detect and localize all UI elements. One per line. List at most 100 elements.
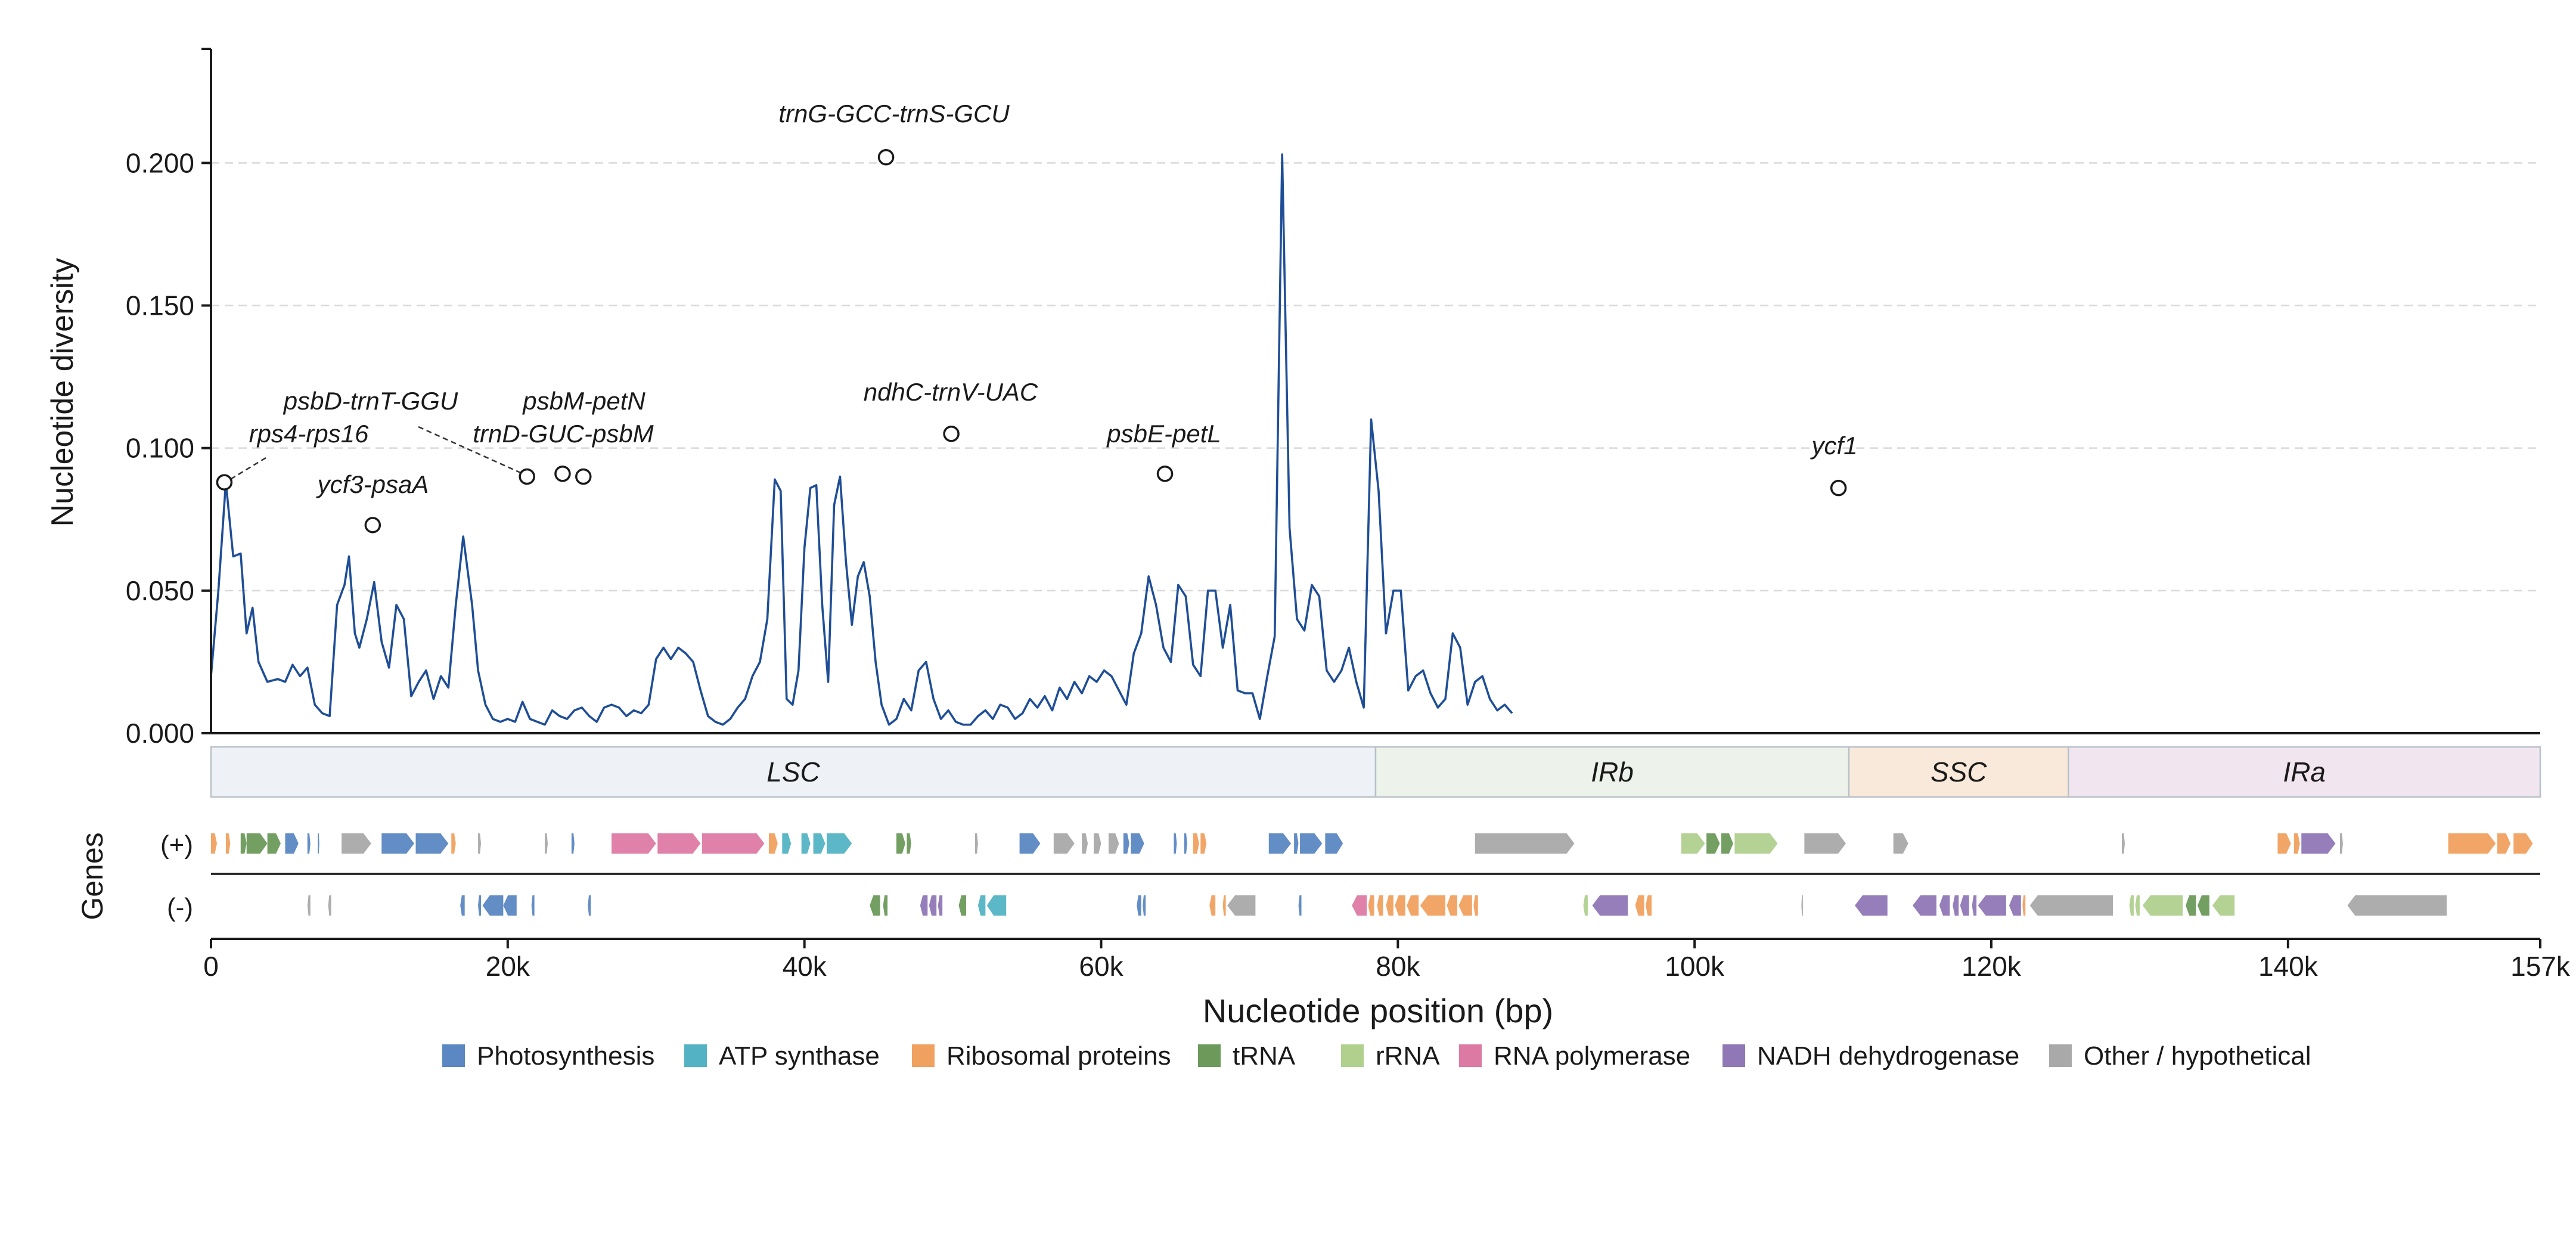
gene-block [1019,833,1041,854]
peak-marker [575,468,592,485]
gene-block [267,833,281,854]
gene-block [1352,895,1367,916]
gene-block [977,895,986,916]
gene-block [907,833,911,854]
diversity-line [210,153,1513,726]
gene-block [1978,895,2006,916]
gene-block [2022,895,2026,916]
gene-block [1972,895,1977,916]
gene-block [1082,833,1088,854]
gene-block [1325,833,1343,854]
legend-swatch [1722,1044,1745,1067]
annotation-label: ndhC-trnV-UAC [864,378,1038,406]
legend-label: Ribosomal proteins [946,1041,1171,1071]
legend-item: Ribosomal proteins [912,1041,1171,1071]
region-box [210,746,1377,798]
gene-block [225,833,231,854]
annotation-label: ycf1 [1810,432,1857,460]
legend-item: rRNA [1341,1041,1440,1071]
gene-block [1123,833,1129,854]
legend: Photosynthesis ATP synthase Ribosomal prot… [442,1041,2311,1071]
gene-block [612,833,656,854]
legend-item: ATP synthase [684,1041,880,1071]
gene-block [1953,895,1959,916]
gene-block [2029,895,2113,916]
gene-block [2009,895,2021,916]
gene-block [2347,895,2447,916]
gene-block [1200,833,1207,854]
legend-swatch [1198,1044,1221,1067]
gene-block [1801,895,1803,916]
gene-block [307,833,311,854]
gene-block [958,895,966,916]
gene-block [478,833,482,854]
legend-label: Other / hypothetical [2084,1041,2311,1071]
x-tick-label: 0 [203,951,219,982]
gene-block [307,895,311,916]
gene-block [986,895,1007,916]
region-label: IRa [2283,756,2326,787]
gene-block [1635,895,1644,916]
gene-block [1298,895,1302,916]
gene-block [482,895,504,916]
legend-label: Photosynthesis [477,1041,654,1071]
gene-block [938,895,943,916]
gene-block [1053,833,1075,854]
annotation-label: psbD-trnT-GGU [283,387,458,415]
region-box [2068,746,2541,798]
peak-marker [1830,479,1847,497]
gene-block [246,833,268,854]
gene-block [2277,833,2291,854]
annotation-label: rps4-rps16 [249,420,369,448]
region-box [1374,746,1850,798]
gene-block [1804,833,1846,854]
gene-block [1193,833,1199,854]
gene-block [801,833,811,854]
gene-block [1268,833,1292,854]
gene-block [1131,833,1144,854]
gene-block [1939,895,1950,916]
peak-marker [216,474,233,491]
gene-block [1294,833,1299,854]
gene-block [1447,895,1457,916]
y-axis-label: Nucleotide diversity [45,258,80,527]
legend-item: NADH dehydrogenase [1722,1041,2019,1071]
gene-block [2135,895,2140,916]
legend-item: Photosynthesis [442,1041,654,1071]
legend-label: NADH dehydrogenase [1757,1041,2019,1071]
gene-block [1137,895,1141,916]
gene-block [1227,895,1256,916]
legend-swatch [1341,1044,1364,1067]
gene-block [1420,895,1445,916]
peak-marker [1156,465,1174,482]
legend-label: RNA polymerase [1494,1041,1690,1071]
peak-marker [554,465,571,482]
gene-block [768,833,778,854]
annotation-label: psbM-petN [522,387,645,415]
gene-block [1734,833,1778,854]
gene-block [1706,833,1720,854]
gene-block [782,833,792,854]
annotation-leader [418,426,525,476]
gene-block [2301,833,2336,854]
legend-swatch [684,1044,707,1067]
gene-block [545,833,548,854]
annotation-label: psbE-petL [1106,420,1221,448]
gene-block [974,833,978,854]
gene-block [285,833,299,854]
region-label: SSC [1931,756,1987,787]
gene-block [1913,895,1936,916]
legend-label: ATP synthase [719,1041,880,1071]
peak-marker [877,149,895,166]
gene-block [240,833,247,854]
legend-item: RNA polymerase [1459,1041,1690,1071]
y-axis-ticks: 0.000 0.050 0.100 0.150 0.200 [126,147,211,749]
gene-block [2198,895,2209,916]
gene-block [2129,895,2134,916]
gene-block [211,833,217,854]
gene-block [702,833,765,854]
gene-block [1475,833,1575,854]
gene-block [2513,833,2533,854]
region-label: LSC [766,756,820,787]
